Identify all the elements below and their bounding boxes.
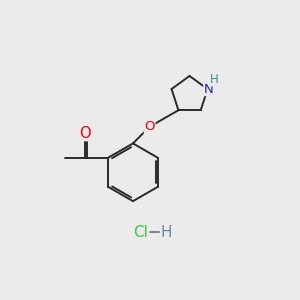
Text: O: O <box>144 120 155 133</box>
Text: H: H <box>210 73 218 86</box>
Text: O: O <box>79 126 91 141</box>
Text: H: H <box>161 225 172 240</box>
Text: Cl: Cl <box>133 225 148 240</box>
Text: N: N <box>204 82 214 96</box>
